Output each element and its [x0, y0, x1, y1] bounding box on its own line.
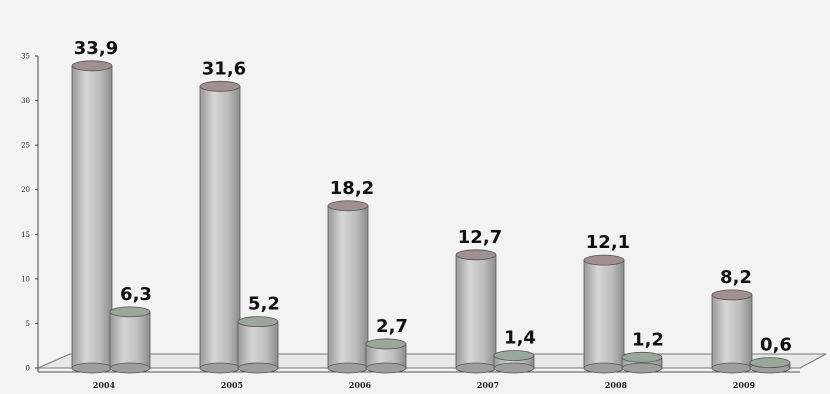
bar-body	[237, 321, 279, 369]
y-tick-label: 10	[21, 275, 30, 283]
bar-top	[109, 306, 151, 318]
value-label: 1,4	[504, 328, 536, 349]
bar-2004-short	[109, 306, 151, 374]
bar-base	[327, 362, 369, 374]
x-tick-label: 2009	[733, 380, 756, 390]
bar-top	[583, 254, 625, 266]
value-label: 12,7	[458, 227, 502, 248]
y-tick-label: 35	[21, 53, 30, 61]
x-axis-labels: 2004 2005 2006 2007 2008 2009	[93, 380, 756, 390]
bar-base	[71, 362, 113, 374]
bar-2009-short	[749, 357, 791, 374]
value-label: 31,6	[202, 58, 246, 79]
bar-base	[583, 362, 625, 374]
value-label: 12,1	[586, 232, 630, 253]
value-label: 33,9	[74, 38, 118, 59]
bar-2005-short	[237, 316, 279, 374]
bar-base	[109, 362, 151, 374]
bar-top	[327, 200, 369, 212]
value-label: 2,7	[376, 316, 408, 337]
value-label: 8,2	[720, 267, 752, 288]
y-tick-label: 30	[21, 97, 30, 105]
x-tick-label: 2006	[349, 380, 372, 390]
x-tick-label: 2004	[93, 380, 116, 390]
bar-top	[455, 249, 497, 261]
bar-body	[327, 205, 369, 369]
bar-top	[237, 316, 279, 328]
bar-body	[109, 311, 151, 369]
y-tick-label: 20	[21, 186, 30, 194]
y-tick-label: 0	[26, 365, 30, 373]
bar-top	[199, 80, 241, 92]
bar-body	[71, 65, 113, 369]
bar-body	[199, 85, 241, 369]
bar-top	[365, 338, 407, 350]
value-label: 0,6	[760, 335, 792, 356]
bar-body	[711, 294, 753, 369]
bar-base	[621, 362, 663, 374]
bar-2007-short	[493, 350, 535, 374]
y-axis: 0 5 10 15 20 25 30 35	[21, 53, 39, 373]
bar-2006-tall	[327, 200, 369, 374]
chart-floor	[37, 353, 827, 373]
x-tick-label: 2007	[477, 380, 499, 390]
bar-top	[71, 60, 113, 72]
bar-base	[711, 362, 753, 374]
value-label: 1,2	[632, 329, 664, 350]
value-label: 18,2	[330, 178, 374, 199]
bar-base	[199, 362, 241, 374]
bar-base	[365, 362, 407, 374]
bar-body	[455, 254, 497, 369]
y-tick-label: 5	[26, 320, 30, 328]
value-label: 5,2	[248, 294, 280, 315]
bar-2008-short	[621, 351, 663, 374]
bar-2006-short	[365, 338, 407, 374]
x-tick-label: 2005	[221, 380, 243, 390]
bar-top	[749, 357, 791, 369]
bar-2004-tall	[71, 60, 113, 374]
value-label: 6,3	[120, 284, 152, 305]
bar-top	[711, 289, 753, 301]
bar-body	[583, 259, 625, 369]
floor-plane	[37, 353, 827, 369]
bar-top	[493, 350, 535, 361]
bars	[71, 60, 791, 374]
y-tick-label: 25	[21, 142, 30, 150]
bar-base	[237, 362, 279, 374]
value-labels: 33,9 6,3 31,6 5,2 18,2 2,7 12,7 1,4 12,1 1,2 8,2 0,…	[74, 38, 792, 356]
bar-2005-tall	[199, 80, 241, 374]
bar-2007-tall	[455, 249, 497, 374]
bar-base	[455, 362, 497, 374]
bar-2008-tall	[583, 254, 625, 374]
bar-base	[493, 362, 535, 374]
x-tick-label: 2008	[605, 380, 628, 390]
bar-top	[621, 351, 663, 363]
y-tick-label: 15	[21, 231, 30, 239]
bar-2009-tall	[711, 289, 753, 374]
